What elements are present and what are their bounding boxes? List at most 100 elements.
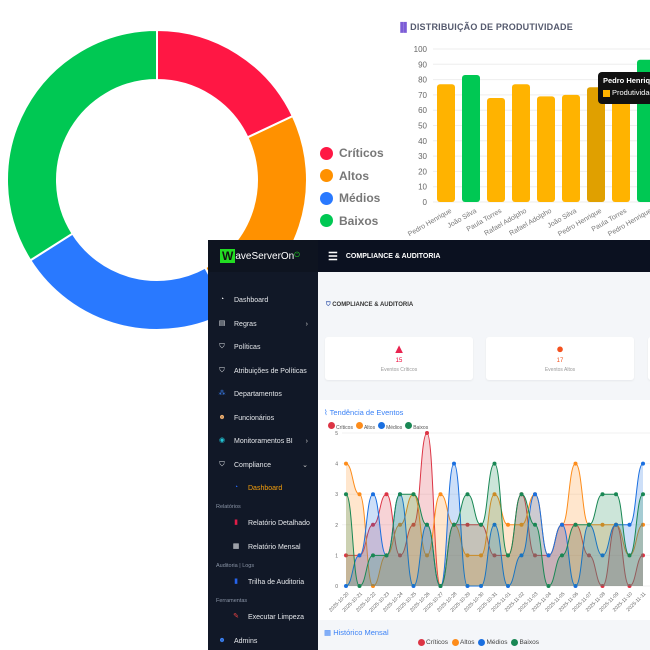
data-point bbox=[438, 492, 443, 497]
data-point bbox=[506, 553, 510, 558]
data-point bbox=[492, 492, 497, 497]
donut-slice-0 bbox=[156, 28, 295, 139]
data-point bbox=[344, 584, 348, 588]
legend-item-criticos[interactable]: Críticos bbox=[320, 142, 384, 165]
sidebar-item-funcionarios[interactable]: ☻ Funcionários bbox=[218, 414, 275, 422]
sidebar-item-regras[interactable]: ▤ Regras › bbox=[218, 320, 308, 328]
productivity-title: ▐▌DISTRIBUIÇÃO DE PRODUTIVIDADE bbox=[397, 22, 573, 32]
eye-icon: ◉ bbox=[218, 437, 226, 444]
sidebar-item-limpeza[interactable]: ✎ Executar Limpeza bbox=[233, 613, 305, 621]
calendar-icon: ▦ bbox=[232, 543, 240, 550]
y-tick-label: 20 bbox=[418, 167, 427, 176]
warning-triangle-icon: ▲ bbox=[392, 341, 406, 356]
data-point bbox=[587, 522, 591, 527]
series-line-Críticos bbox=[346, 432, 644, 587]
data-point bbox=[627, 553, 632, 558]
legend-swatch bbox=[478, 639, 486, 646]
data-point bbox=[465, 522, 470, 527]
legend-baixos[interactable]: Baixos bbox=[405, 422, 428, 431]
data-point bbox=[641, 492, 645, 497]
sidebar-item-relatorio-mensal[interactable]: ▦ Relatório Mensal bbox=[232, 543, 301, 551]
data-point bbox=[533, 492, 537, 497]
data-point bbox=[627, 584, 632, 588]
gauge-icon: ◔ bbox=[233, 484, 239, 491]
data-point bbox=[506, 522, 510, 527]
section-auditoria: Auditoria | Logs bbox=[216, 563, 255, 569]
legend-item-baixos[interactable]: Baixos bbox=[320, 210, 384, 233]
y-tick-label: 80 bbox=[418, 76, 427, 85]
top-bar: ☰ COMPLIANCE & AUDITORIA bbox=[318, 240, 650, 272]
file-pdf-icon: ▮ bbox=[234, 519, 238, 526]
data-point bbox=[411, 492, 416, 497]
exclamation-circle-icon: ● bbox=[556, 341, 564, 356]
sidebar-item-compliance[interactable]: ⛉ Compliance ⌄ bbox=[219, 461, 308, 469]
data-point bbox=[627, 522, 632, 527]
gauge-icon: ◔ bbox=[219, 296, 225, 303]
legend-altos[interactable]: Altos bbox=[355, 422, 375, 431]
data-point bbox=[398, 553, 402, 558]
bar bbox=[437, 84, 455, 202]
bar bbox=[587, 87, 605, 202]
data-point bbox=[560, 553, 564, 558]
sidebar-item-monitoramentos[interactable]: ◉ Monitoramentos BI › bbox=[218, 437, 308, 445]
legend-altos[interactable]: Altos bbox=[452, 639, 474, 647]
legend-swatch bbox=[320, 169, 333, 183]
bar bbox=[562, 94, 580, 202]
data-point bbox=[384, 492, 389, 497]
page-title: ⛉ COMPLIANCE & AUDITORIA bbox=[326, 302, 414, 308]
sidebar-item-dashboard[interactable]: ◔ Dashboard bbox=[219, 296, 269, 304]
data-point bbox=[411, 584, 416, 588]
sidebar-item-departamentos[interactable]: ⁂ Departamentos bbox=[218, 390, 282, 398]
card-eventos-criticos: ▲ 15 Eventos Críticos bbox=[325, 337, 473, 380]
bar bbox=[512, 84, 530, 202]
data-point bbox=[641, 461, 645, 466]
data-point bbox=[371, 584, 375, 588]
y-tick-label: 4 bbox=[335, 462, 338, 468]
legend-criticos[interactable]: Críticos bbox=[328, 422, 353, 431]
sidebar-item-compliance-dashboard[interactable]: ◔ Dashboard bbox=[233, 484, 283, 492]
x-tick-label: Rafael Adolpho bbox=[508, 208, 553, 236]
hamburger-menu-icon[interactable]: ☰ bbox=[328, 250, 338, 263]
bar-tooltip: Pedro HenriqueProdutividade bbox=[598, 72, 650, 104]
data-point bbox=[371, 553, 375, 558]
y-tick-label: 40 bbox=[418, 137, 427, 146]
legend-medios[interactable]: Médios bbox=[478, 639, 507, 647]
sidebar-item-admins[interactable]: ☻ Admins bbox=[218, 637, 258, 645]
legend-baixos[interactable]: Baixos bbox=[511, 639, 539, 647]
data-point bbox=[506, 584, 510, 588]
data-point bbox=[344, 492, 348, 497]
calendar-icon: ▦ bbox=[324, 628, 332, 637]
history-legend: Críticos Altos Médios Baixos bbox=[418, 639, 539, 647]
y-tick-label: 3 bbox=[335, 492, 338, 498]
sidebar-item-atribuicoes[interactable]: ⛉ Atribuições de Políticas bbox=[219, 367, 307, 375]
sidebar-item-politicas[interactable]: ⛉ Políticas bbox=[219, 343, 261, 351]
data-point bbox=[452, 522, 456, 527]
data-point bbox=[560, 522, 564, 527]
y-tick-label: 0 bbox=[335, 584, 338, 590]
y-tick-label: 60 bbox=[418, 106, 427, 115]
shield-icon: ⛉ bbox=[219, 367, 225, 374]
data-point bbox=[425, 431, 429, 435]
broom-icon: ✎ bbox=[233, 613, 239, 620]
sidebar-item-trilha[interactable]: ▮ Trilha de Auditoria bbox=[208, 575, 318, 589]
legend-item-altos[interactable]: Altos bbox=[320, 165, 384, 188]
data-point bbox=[425, 522, 429, 527]
y-tick-label: 30 bbox=[418, 152, 427, 161]
data-point bbox=[371, 492, 375, 497]
data-point bbox=[344, 553, 348, 558]
legend-item-medios[interactable]: Médios bbox=[320, 187, 384, 210]
legend-swatch bbox=[320, 191, 333, 205]
legend-swatch bbox=[405, 422, 413, 429]
users-icon: ☻ bbox=[218, 637, 226, 644]
sidebar-item-relatorio-detalhado[interactable]: ▮ Relatório Detalhado bbox=[208, 516, 318, 530]
legend-medios[interactable]: Médios bbox=[378, 422, 402, 431]
legend-swatch bbox=[511, 639, 519, 646]
section-relatorios: Relatórios bbox=[216, 504, 241, 510]
bar-chart-icon: ▐▌ bbox=[397, 22, 411, 32]
y-tick-label: 10 bbox=[418, 183, 427, 192]
donut-legend: Críticos Altos Médios Baixos bbox=[320, 142, 384, 232]
legend-criticos[interactable]: Críticos bbox=[418, 639, 448, 647]
